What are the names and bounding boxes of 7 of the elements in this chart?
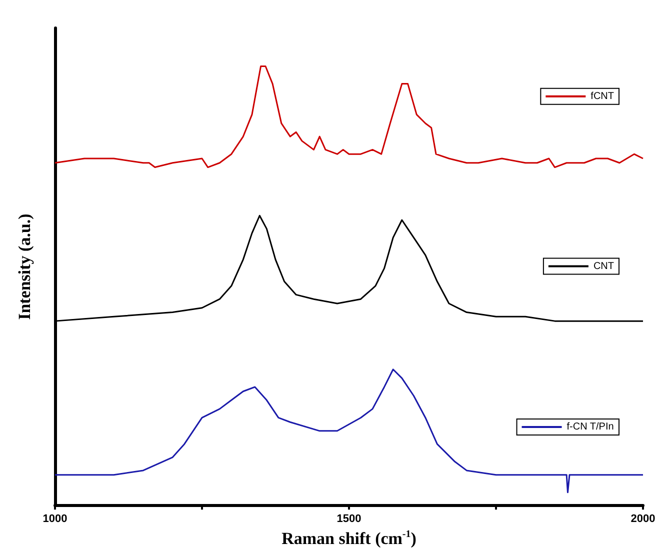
legend-label: CNT	[593, 260, 614, 272]
x-tick-label: 1500	[336, 513, 362, 526]
x-tick-label: 2000	[630, 513, 656, 526]
y-axis-title: Intensity (a.u.)	[15, 214, 34, 320]
legend-label: f-CN T/PIn	[566, 421, 614, 432]
x-tick-label: 1000	[42, 513, 68, 526]
legend-label: fCNT	[590, 90, 614, 102]
